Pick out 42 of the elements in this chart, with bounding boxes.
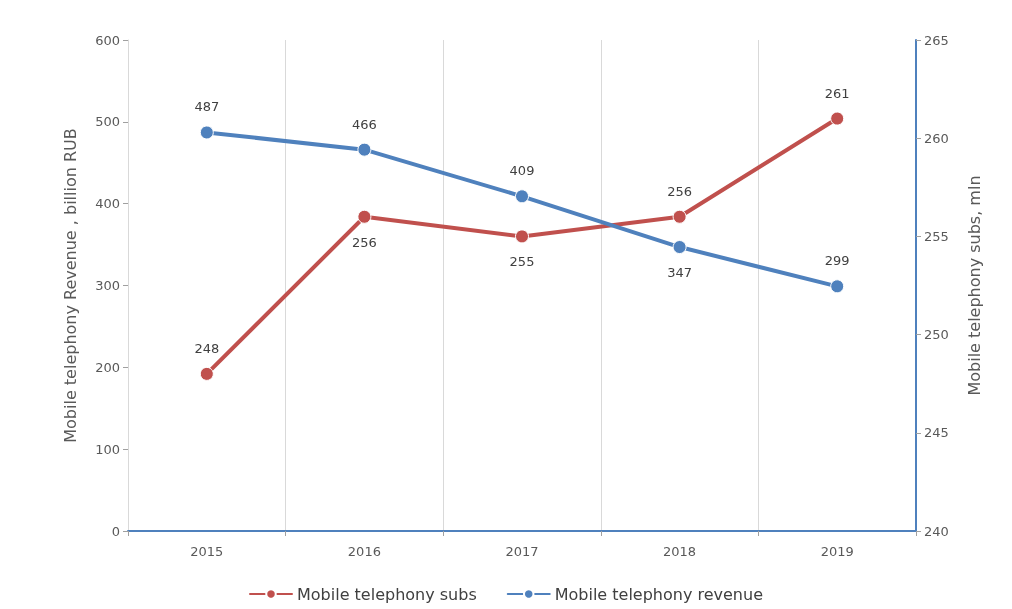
- y2-tick-label: 255: [924, 228, 949, 244]
- y-tick-label: 500: [95, 114, 120, 130]
- point: [357, 142, 372, 157]
- point: [357, 209, 372, 224]
- point: [199, 125, 214, 140]
- data-label: 299: [824, 253, 850, 269]
- data-label: 466: [351, 116, 377, 132]
- y2-tick-label: 240: [924, 523, 949, 539]
- y-tick-label: 100: [95, 441, 120, 457]
- x-tick-label: 2016: [347, 544, 381, 559]
- x-tick-label: 2015: [190, 544, 224, 559]
- y-tick-label: 400: [95, 196, 120, 212]
- point: [830, 279, 845, 294]
- point: [830, 111, 845, 126]
- y-tick-label: 300: [95, 278, 120, 293]
- data-label: 347: [667, 265, 693, 281]
- y-tick-label: 0: [111, 523, 120, 539]
- data-label: 248: [194, 340, 220, 356]
- point: [672, 240, 687, 255]
- x-tick-label: 2018: [663, 544, 697, 559]
- y-tick-label: 600: [95, 32, 120, 48]
- y2-tick-label: 250: [924, 327, 949, 343]
- y2-axis-title: Mobile telephony subs, mln: [964, 175, 984, 396]
- point: [515, 189, 529, 204]
- y-axis-title: Mobile telephony Revenue , billion RUB: [60, 128, 80, 443]
- data-label: 409: [509, 163, 535, 179]
- point: [199, 366, 214, 381]
- data-label: 487: [194, 99, 220, 115]
- legend-label: Mobile telephony subs: [297, 584, 477, 604]
- x-tick-label: 2017: [505, 544, 539, 559]
- data-label: 256: [351, 234, 377, 250]
- data-label: 261: [824, 85, 850, 101]
- data-label: 256: [667, 183, 693, 199]
- legend-label: Mobile telephony revenue: [554, 584, 763, 604]
- y2-tick-label: 245: [924, 425, 949, 441]
- y-tick-label: 200: [95, 359, 120, 375]
- y2-tick-label: 265: [924, 32, 949, 48]
- x-tick-label: 2019: [820, 544, 854, 559]
- point: [515, 229, 529, 244]
- point: [672, 209, 687, 224]
- y2-tick-label: 260: [924, 130, 949, 146]
- data-label: 255: [509, 254, 535, 270]
